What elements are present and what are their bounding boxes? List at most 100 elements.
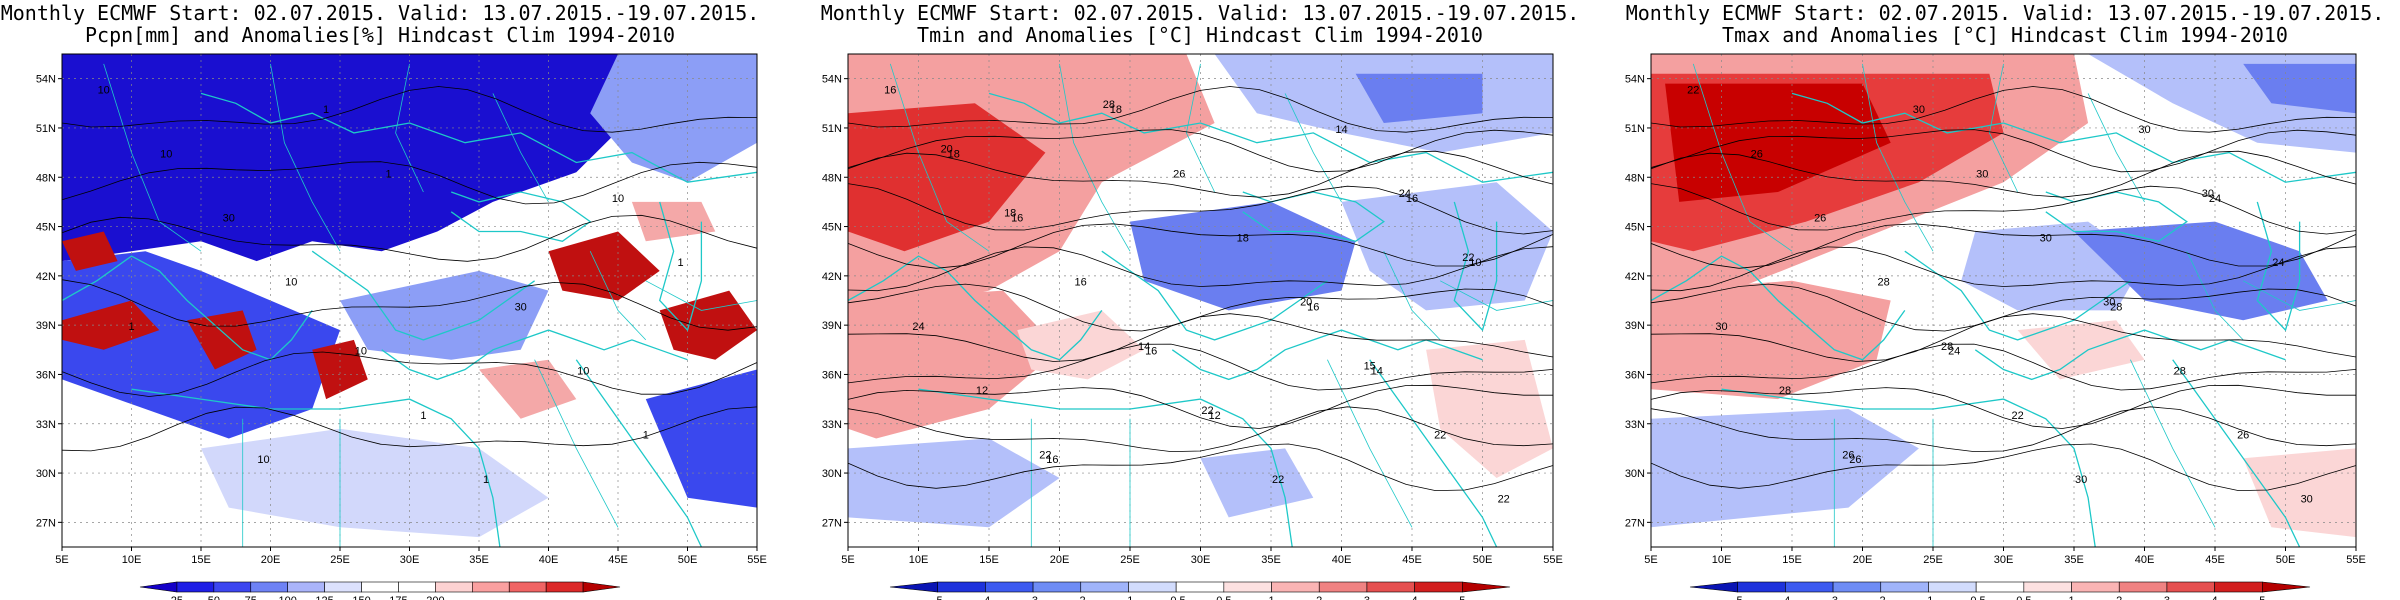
tmax-contour-label: 26	[1842, 449, 1854, 461]
tmin-coastline	[1369, 359, 1498, 548]
precip-lon-label: 25E	[330, 554, 350, 566]
tmax-lat-label: 39N	[1625, 320, 1645, 332]
tmin-colorbar-label: 0.5	[1216, 595, 1231, 600]
precip-lon-label: 15E	[191, 554, 211, 566]
tmin-lon-label: 20E	[1050, 554, 1070, 566]
tmin-panel: Monthly ECMWF Start: 02.07.2015. Valid: …	[820, 0, 1580, 600]
precip-lat-label: 33N	[36, 419, 56, 431]
tmin-colorbar-arrow-right	[1462, 581, 1511, 593]
tmax-contour-label: 28	[2174, 366, 2186, 378]
tmax-contour-label: 22	[1687, 84, 1699, 96]
precip-panel: Monthly ECMWF Start: 02.07.2015. Valid: …	[0, 0, 760, 600]
tmin-colorbar-label: -0.5	[1167, 595, 1186, 600]
tmax-contour-label: 30	[1715, 321, 1727, 333]
tmax-lon-label: 40E	[2135, 554, 2155, 566]
precip-border	[103, 63, 202, 252]
tmin-colorbar-segment	[937, 581, 986, 593]
tmin-lat-label: 42N	[822, 271, 842, 283]
tmin-border	[1440, 280, 1554, 311]
tmax-lon-label: 35E	[2064, 554, 2084, 566]
tmin-contour-line	[847, 406, 1554, 453]
precip-lat-label: 54N	[36, 74, 56, 86]
tmin-lat-label: 33N	[822, 419, 842, 431]
precip-coastline	[61, 255, 313, 361]
tmin-colorbar-label: -4	[980, 595, 990, 600]
precip-lat-label: 48N	[36, 172, 56, 184]
tmax-colorbar-segment	[2023, 581, 2072, 593]
tmin-lon-label: 30E	[1191, 554, 1211, 566]
tmax-contour-line	[1650, 313, 2357, 362]
precip-anomaly-area	[340, 270, 549, 360]
tmax-contour-label: 22	[2011, 410, 2023, 422]
tmin-border	[1059, 63, 1131, 252]
precip-lon-label: 40E	[539, 554, 559, 566]
tmax-lat-label: 27N	[1625, 517, 1645, 529]
precip-contour-label: 10	[160, 149, 172, 161]
tmin-colorbar-label: 5	[1459, 595, 1465, 600]
tmax-lat-label: 30N	[1625, 468, 1645, 480]
precip-contour-label: 1	[677, 257, 683, 269]
tmin-lon-label: 25E	[1120, 554, 1140, 566]
tmax-anomaly-area	[1665, 83, 1891, 202]
tmax-colorbar-segment	[1785, 581, 1834, 593]
precip-lat-label: 51N	[36, 123, 56, 135]
tmin-anomaly-area	[1017, 310, 1145, 380]
tmin-colorbar-segment	[1223, 581, 1272, 593]
precip-border	[395, 63, 424, 193]
tmin-contour-line	[847, 150, 1554, 198]
tmin-colorbar-segment	[1318, 581, 1368, 593]
tmin-coastline	[1453, 201, 1498, 332]
tmin-lat-label: 30N	[822, 468, 842, 480]
tmax-contour-line	[1650, 183, 2357, 235]
tmin-contour-label: 16	[1406, 193, 1418, 205]
precip-border	[534, 359, 619, 528]
tmin-lat-label: 45N	[822, 222, 842, 234]
tmin-anomaly-area	[1341, 182, 1553, 311]
tmin-contour-label: 20	[1300, 296, 1312, 308]
precip-colorbar-label: 50	[208, 595, 220, 600]
precip-lat-label: 45N	[36, 222, 56, 234]
tmax-border	[1862, 63, 1934, 252]
tmax-contour-label: 28	[1779, 385, 1791, 397]
tmax-coastline	[1791, 92, 2357, 183]
tmax-colorbar-segment	[2118, 581, 2168, 593]
tmin-lat-label: 51N	[822, 123, 842, 135]
precip-title-line2: Pcpn[mm] and Anomalies[%] Hindcast Clim …	[84, 23, 675, 47]
tmin-lat-label: 27N	[822, 517, 842, 529]
tmin-lat-label: 39N	[822, 320, 842, 332]
tmax-colorbar-segment	[1832, 581, 1882, 593]
tmin-colorbar-segment	[1032, 581, 1082, 593]
tmin-contour-line	[847, 183, 1554, 235]
precip-colorbar-segment	[472, 581, 510, 593]
tmax-coastline	[2256, 201, 2301, 332]
tmax-contour-label: 30	[2301, 494, 2313, 506]
precip-contour-line	[61, 351, 758, 397]
tmax-lat-label: 48N	[1625, 172, 1645, 184]
precip-title-line1: Monthly ECMWF Start: 02.07.2015. Valid: …	[0, 1, 760, 25]
tmax-lat-label: 36N	[1625, 369, 1645, 381]
precip-lat-label: 42N	[36, 271, 56, 283]
tmax-border	[2243, 280, 2357, 311]
tmin-lat-label: 48N	[822, 172, 842, 184]
tmax-lat-label: 42N	[1625, 271, 1645, 283]
tmin-lon-label: 10E	[909, 554, 929, 566]
tmin-contour-label: 20	[941, 144, 953, 156]
precip-anomaly-area	[631, 201, 716, 242]
precip-colorbar-label: 25	[171, 595, 183, 600]
tmin-coastline	[1101, 250, 1328, 341]
precip-lon-label: 35E	[469, 554, 489, 566]
tmax-contour-line	[1650, 86, 2357, 133]
tmin-contour-label: 16	[884, 84, 896, 96]
tmin-coastline	[988, 92, 1554, 183]
tmin-contour-label: 22	[1462, 252, 1474, 264]
tmin-colorbar-label: 1	[1268, 595, 1274, 600]
precip-colorbar-label: 150	[352, 595, 370, 600]
tmax-contour-label: 30	[2040, 232, 2052, 244]
tmin-colorbar-segment	[1414, 581, 1463, 593]
precip-coastline	[131, 388, 501, 548]
precip-anomaly-area	[312, 339, 368, 400]
tmax-colorbar-label: -0.5	[1967, 595, 1986, 600]
tmin-colorbar-segment	[1366, 581, 1415, 593]
tmax-colorbar-label: -3	[1828, 595, 1838, 600]
tmin-contour-label: 12	[1208, 410, 1220, 422]
